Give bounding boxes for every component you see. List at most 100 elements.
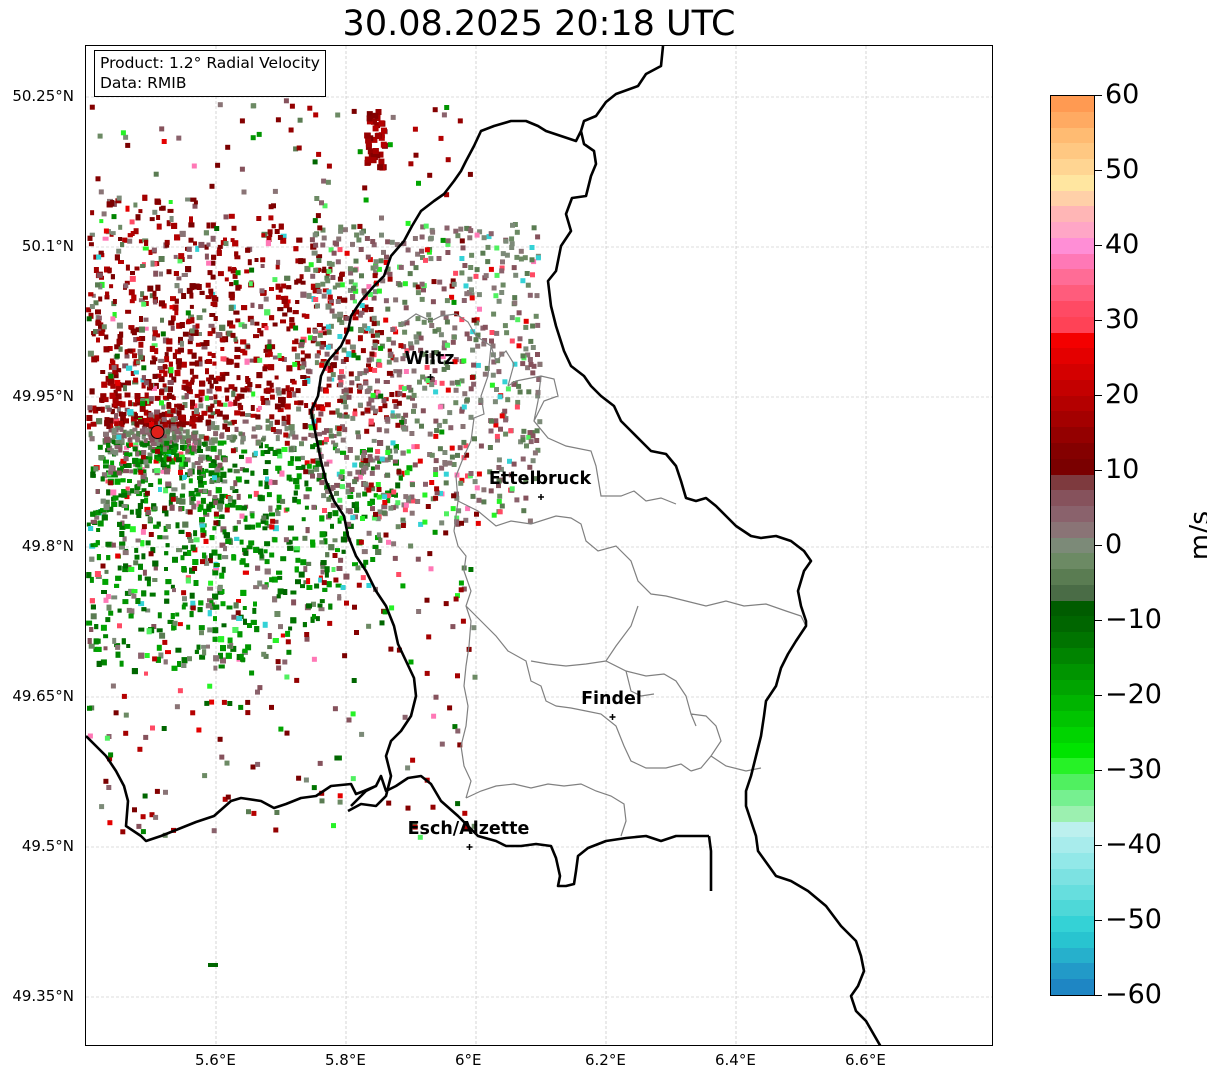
colorbar-segment bbox=[1051, 301, 1094, 318]
colorbar-tick-label: 0 bbox=[1105, 529, 1123, 560]
country-borders bbox=[86, 46, 882, 1045]
chart-title: 30.08.2025 20:18 UTC bbox=[342, 4, 736, 44]
colorbar-segment bbox=[1051, 553, 1094, 571]
colorbar-segment bbox=[1051, 821, 1094, 839]
colorbar-segment bbox=[1051, 726, 1094, 744]
colorbar-tick bbox=[1095, 95, 1102, 96]
colorbar-segment bbox=[1051, 332, 1094, 350]
lat-tick-label: 49.5°N bbox=[21, 837, 74, 855]
lat-tick-label: 49.8°N bbox=[21, 537, 74, 555]
colorbar-tick bbox=[1095, 320, 1102, 321]
colorbar-segment bbox=[1051, 316, 1094, 334]
colorbar-segment bbox=[1051, 159, 1094, 176]
colorbar-tick-label: 20 bbox=[1105, 379, 1140, 410]
city-markers bbox=[427, 374, 616, 850]
colorbar-segment bbox=[1051, 742, 1094, 760]
colorbar-segment bbox=[1051, 884, 1094, 902]
radar-velocity-echoes bbox=[86, 98, 543, 967]
lon-tick-label: 6.2°E bbox=[585, 1051, 626, 1069]
colorbar-tick-label: −40 bbox=[1105, 829, 1162, 860]
lon-tick-label: 5.8°E bbox=[325, 1051, 366, 1069]
borders bbox=[86, 46, 882, 1045]
colorbar-tick-label: 10 bbox=[1105, 454, 1140, 485]
colorbar-tick-label: 30 bbox=[1105, 304, 1140, 335]
colorbar-segment bbox=[1051, 616, 1094, 634]
colorbar-tick bbox=[1095, 695, 1102, 696]
colorbar-tick bbox=[1095, 920, 1102, 921]
colorbar-segment bbox=[1051, 947, 1094, 965]
lat-tick-label: 49.35°N bbox=[12, 987, 74, 1005]
city-label: Findel bbox=[581, 689, 642, 709]
colorbar-tick-label: 40 bbox=[1105, 229, 1140, 260]
colorbar-tick bbox=[1095, 470, 1102, 471]
lon-tick-label: 6.6°E bbox=[845, 1051, 886, 1069]
colorbar-tick-label: −10 bbox=[1105, 604, 1162, 635]
colorbar-segment bbox=[1051, 348, 1094, 366]
colorbar-segment bbox=[1051, 253, 1094, 271]
city-label: Ettelbruck bbox=[488, 469, 592, 489]
colorbar-tick bbox=[1095, 545, 1102, 546]
radar-site-marker[interactable] bbox=[150, 425, 165, 439]
data-source-label: Data: RMIB bbox=[100, 74, 187, 92]
colorbar-segment bbox=[1051, 758, 1094, 776]
colorbar-tick bbox=[1095, 245, 1102, 246]
colorbar-segment bbox=[1051, 427, 1094, 444]
colorbar-segment bbox=[1051, 868, 1094, 886]
colorbar-segment bbox=[1051, 632, 1094, 649]
info-box: Product: 1.2° Radial Velocity Data: RMIB bbox=[94, 50, 326, 97]
lat-tick-label: 50.25°N bbox=[12, 87, 74, 105]
map-panel[interactable] bbox=[85, 45, 993, 1046]
colorbar-segment bbox=[1051, 190, 1094, 208]
colorbar-segment bbox=[1051, 442, 1094, 460]
colorbar-tick bbox=[1095, 995, 1102, 996]
colorbar-segment bbox=[1051, 474, 1094, 492]
colorbar-segment bbox=[1051, 853, 1094, 870]
colorbar-segment bbox=[1051, 237, 1094, 255]
colorbar-segment bbox=[1051, 174, 1094, 192]
colorbar-segment bbox=[1051, 206, 1094, 224]
city-label: Wiltz bbox=[404, 349, 455, 369]
colorbar-unit-label: m/s bbox=[1184, 510, 1207, 561]
colorbar-segment bbox=[1051, 679, 1094, 697]
canton-borders bbox=[398, 313, 807, 837]
lat-tick-label: 50.1°N bbox=[21, 237, 74, 255]
city-marker bbox=[538, 494, 544, 500]
colorbar-segment bbox=[1051, 222, 1094, 239]
colorbar-segment bbox=[1051, 837, 1094, 855]
colorbar-tick bbox=[1095, 620, 1102, 621]
colorbar-segment bbox=[1051, 537, 1094, 555]
city-marker bbox=[466, 844, 473, 850]
colorbar-segment bbox=[1051, 584, 1094, 602]
colorbar-segment bbox=[1051, 711, 1094, 728]
colorbar-tick-label: 50 bbox=[1105, 154, 1140, 185]
colorbar-tick-label: 60 bbox=[1105, 79, 1140, 110]
colorbar-segment bbox=[1051, 364, 1094, 381]
colorbar-segment bbox=[1051, 521, 1094, 539]
colorbar-tick bbox=[1095, 845, 1102, 846]
colorbar-tick-label: −50 bbox=[1105, 904, 1162, 935]
colorbar-segment bbox=[1051, 648, 1094, 665]
colorbar-segment bbox=[1051, 111, 1094, 129]
colorbar-segment bbox=[1051, 663, 1094, 681]
colorbar-segment bbox=[1051, 569, 1094, 586]
colorbar-tick-label: −60 bbox=[1105, 979, 1162, 1010]
lon-tick-label: 6.4°E bbox=[715, 1051, 756, 1069]
colorbar-segment bbox=[1051, 411, 1094, 429]
colorbar-tick bbox=[1095, 770, 1102, 771]
colorbar-segment bbox=[1051, 269, 1094, 287]
product-label: Product: 1.2° Radial Velocity bbox=[100, 54, 320, 72]
colorbar-segment bbox=[1051, 395, 1094, 413]
colorbar-segment bbox=[1051, 127, 1094, 145]
colorbar-segment bbox=[1051, 789, 1094, 807]
colorbar-segment bbox=[1051, 285, 1094, 303]
colorbar-segment bbox=[1051, 774, 1094, 791]
colorbar bbox=[1050, 95, 1095, 996]
city-marker bbox=[427, 374, 434, 380]
colorbar-segment bbox=[1051, 900, 1094, 918]
colorbar-segment bbox=[1051, 506, 1094, 523]
colorbar-tick bbox=[1095, 170, 1102, 171]
colorbar-segment bbox=[1051, 979, 1094, 995]
lon-tick-label: 5.6°E bbox=[195, 1051, 236, 1069]
colorbar-segment bbox=[1051, 916, 1094, 933]
colorbar-segment bbox=[1051, 600, 1094, 618]
